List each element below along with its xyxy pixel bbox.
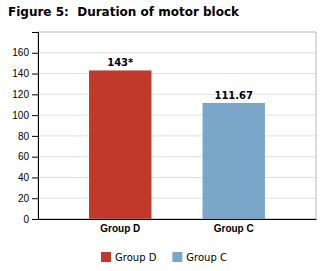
bar (89, 70, 151, 219)
grid-line (38, 156, 316, 157)
grid (38, 53, 316, 219)
y-tick: 120 (12, 89, 38, 100)
x-axis-line (39, 219, 317, 220)
x-tick: Group C (214, 219, 254, 234)
y-tick-label: 140 (12, 68, 29, 79)
grid-line (38, 135, 316, 136)
y-tick: 40 (18, 172, 38, 183)
data-labels: 143* 111.67 (107, 57, 253, 101)
data-label: 111.67 (214, 90, 253, 101)
y-tick: 100 (12, 110, 38, 121)
y-tick: 0 (23, 214, 38, 225)
y-tick: 140 (12, 68, 38, 79)
legend-label: Group D (115, 252, 157, 263)
plot: 020406080100120140160Group DGroup C143*1… (12, 32, 316, 234)
x-tick-label: Group C (214, 223, 254, 234)
grid-line (38, 115, 316, 116)
y-tick-mark (32, 136, 38, 137)
y-tick-mark (32, 157, 38, 158)
y-tick: 80 (18, 131, 38, 142)
y-tick-label: 80 (18, 131, 30, 142)
legend-item: Group C (172, 252, 227, 263)
y-tick: 20 (18, 193, 38, 204)
y-tick-mark (32, 94, 38, 95)
legend-label: Group C (186, 252, 227, 263)
y-tick-mark (32, 115, 38, 116)
x-tick-label: Group D (100, 223, 140, 234)
y-tick: 60 (18, 151, 38, 162)
legend-swatch (172, 252, 182, 262)
bars (89, 70, 265, 219)
y-tick-mark (32, 219, 38, 220)
legend-item: Group D (101, 252, 157, 263)
bar (203, 103, 265, 219)
y-tick-mark (32, 198, 38, 199)
grid-line (38, 219, 316, 220)
title: Figure 5: Duration of motor block (8, 5, 240, 19)
y-tick-label: 100 (12, 110, 29, 121)
grid-line (38, 198, 316, 199)
y-tick-label: 0 (23, 214, 29, 225)
x-axis: Group D Group C (39, 219, 317, 234)
y-tick-label: 40 (18, 172, 30, 183)
y-axis-line (32, 33, 39, 220)
y-axis: 0 20 40 60 80 100 120 140 160 (12, 33, 38, 225)
legend: Group D Group C (101, 252, 227, 263)
plot-frame (38, 32, 316, 219)
data-label: 143* (107, 57, 134, 68)
chart: Figure 5: Duration of motor block 0 20 40 60… (0, 0, 328, 271)
grid-line (38, 177, 316, 178)
y-tick-label: 160 (12, 47, 29, 58)
y-tick-mark (32, 74, 38, 75)
grid-line (38, 94, 316, 95)
y-tick-mark (32, 177, 38, 178)
x-tick: Group D (100, 219, 140, 234)
y-tick-label: 60 (18, 151, 30, 162)
legend-swatch (101, 252, 111, 262)
y-tick-mark (32, 53, 38, 54)
y-tick-label: 120 (12, 89, 29, 100)
y-tick-label: 20 (18, 193, 30, 204)
y-tick: 160 (12, 47, 38, 58)
grid-line (38, 52, 316, 53)
grid-line (38, 73, 316, 74)
